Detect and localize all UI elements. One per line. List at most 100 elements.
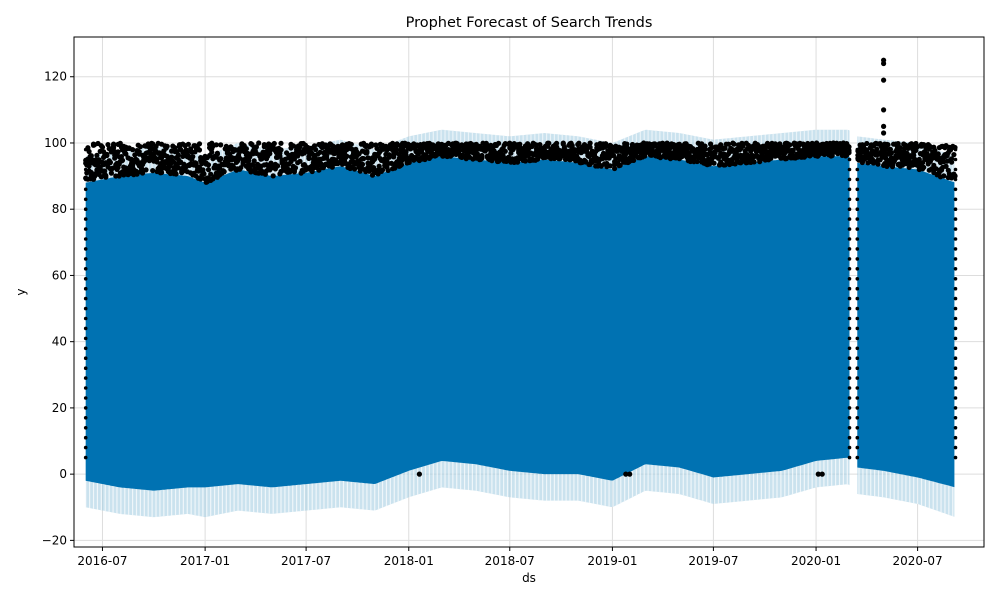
observed-point [921,164,927,170]
observed-point [953,356,958,361]
observed-point [99,144,106,150]
observed-point [502,148,508,154]
observed-point [587,144,593,150]
observed-point [855,177,860,182]
observed-outlier [881,123,887,129]
observed-point [83,197,88,202]
observed-point [694,158,700,165]
observed-point [722,145,728,151]
observed-point [213,142,219,148]
forecast-area [85,156,850,491]
observed-point [855,445,860,450]
observed-point [847,277,852,281]
observed-point [847,257,852,261]
observed-point [108,170,114,176]
observed-point [855,356,860,361]
observed-point [855,435,860,440]
observed-point [935,151,941,158]
observed-point [953,455,958,460]
observed-point [86,148,92,155]
observed-point [83,455,88,460]
y-axis: −20 0 20 40 60 80 100 120 [42,70,74,547]
observed-point [83,177,88,182]
observed-point [419,147,425,153]
observed-point [246,158,252,164]
observed-point [953,386,958,390]
observed-point [196,147,203,153]
observed-point [855,217,860,221]
observed-point [385,167,391,173]
y-tick-label: 40 [52,335,67,349]
observed-point [952,173,958,179]
observed-point [301,150,307,156]
observed-point [398,162,405,168]
y-tick-label: −20 [42,533,67,547]
observed-point [104,152,110,159]
observed-point [102,168,108,174]
observed-point [376,163,382,169]
observed-point [292,165,299,171]
observed-point [855,187,860,192]
observed-point [83,336,88,341]
observed-point [83,207,88,211]
observed-point [953,445,958,450]
observed-point [83,237,88,241]
observed-point [123,151,129,157]
observed-point [855,257,860,261]
observed-point [847,455,852,460]
observed-point [847,286,852,291]
x-axis-title: ds [522,571,536,585]
y-tick-label: 100 [44,136,67,150]
observed-zero-point [416,471,422,477]
observed-point [787,142,793,148]
observed-point [253,144,259,150]
observed-point [855,147,860,152]
observed-point [933,166,939,172]
observed-point [921,142,927,148]
y-tick-label: 120 [44,70,67,84]
observed-point [943,163,949,169]
observed-point [83,257,88,261]
observed-point [105,142,111,148]
observed-point [83,227,88,231]
observed-point [725,141,732,147]
observed-points [83,57,958,477]
observed-point [546,140,552,146]
observed-point [190,154,196,160]
observed-point [83,376,88,380]
observed-point [83,346,88,351]
observed-point [83,435,88,440]
observed-point [953,296,958,301]
observed-point [847,406,852,410]
observed-point [847,157,852,162]
observed-point [278,147,284,153]
observed-point [847,306,852,311]
observed-point [712,150,718,156]
observed-point [140,170,146,176]
observed-point [295,153,301,159]
observed-point [205,162,212,168]
observed-point [847,366,852,371]
observed-point [855,376,860,380]
observed-point [911,152,917,158]
observed-point [359,161,366,167]
observed-point [790,147,796,153]
observed-point [751,159,757,165]
observed-point [364,148,370,155]
observed-point [132,152,138,158]
observed-point [847,336,852,341]
observed-point [83,167,88,172]
observed-point [855,296,860,301]
observed-point [941,173,947,179]
observed-point [137,144,143,150]
observed-point [953,326,958,331]
x-tick-label: 2017-07 [281,554,331,568]
observed-point [175,152,181,158]
observed-point [569,142,575,149]
observed-point [357,168,363,174]
observed-point [847,237,852,241]
observed-point [270,173,276,179]
observed-point [855,167,860,172]
observed-point [379,167,386,173]
